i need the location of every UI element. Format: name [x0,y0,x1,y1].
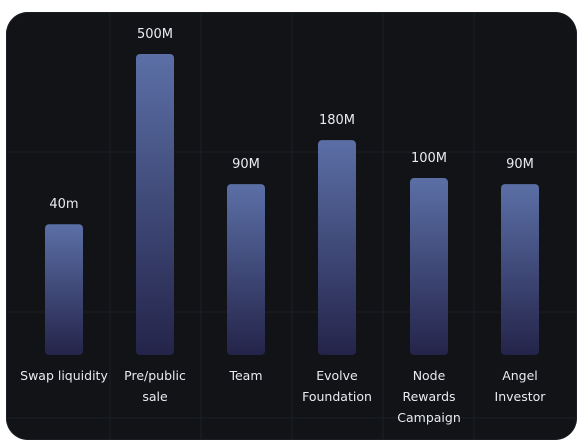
category-label-1-line-1: sale [142,389,168,404]
category-label-4-line-2: Campaign [397,410,461,425]
category-label-0-line-0: Swap liquidity [20,368,108,383]
category-label-5-line-1: Investor [495,389,547,404]
value-label-2: 90M [232,157,260,172]
category-label-5-line-0: Angel [502,368,538,383]
bar-0 [45,224,83,355]
chart-card: 40m 500M 90M 180M 100M 90M Swap liquidity Pre/… [6,12,577,440]
bar-3 [318,140,356,355]
value-label-4: 100M [411,151,447,166]
bar-chart: 40m 500M 90M 180M 100M 90M Swap liquidity Pre/… [6,12,577,440]
value-labels: 40m 500M 90M 180M 100M 90M [49,27,533,212]
value-label-1: 500M [137,27,173,42]
category-label-1-line-0: Pre/public [124,368,186,383]
value-label-3: 180M [319,113,355,128]
bars [45,54,539,355]
bar-2 [227,184,265,355]
bar-4 [410,178,448,355]
grid [6,12,577,440]
bar-5 [501,184,539,355]
value-label-5: 90M [506,157,534,172]
category-label-2-line-0: Team [228,368,262,383]
value-label-0: 40m [49,197,78,212]
category-label-3-line-0: Evolve [316,368,358,383]
category-label-3-line-1: Foundation [302,389,372,404]
bar-1 [136,54,174,355]
category-label-4-line-1: Rewards [402,389,455,404]
category-labels: Swap liquidity Pre/public sale Team Evolve Fo… [20,368,546,425]
category-label-4-line-0: Node [413,368,446,383]
